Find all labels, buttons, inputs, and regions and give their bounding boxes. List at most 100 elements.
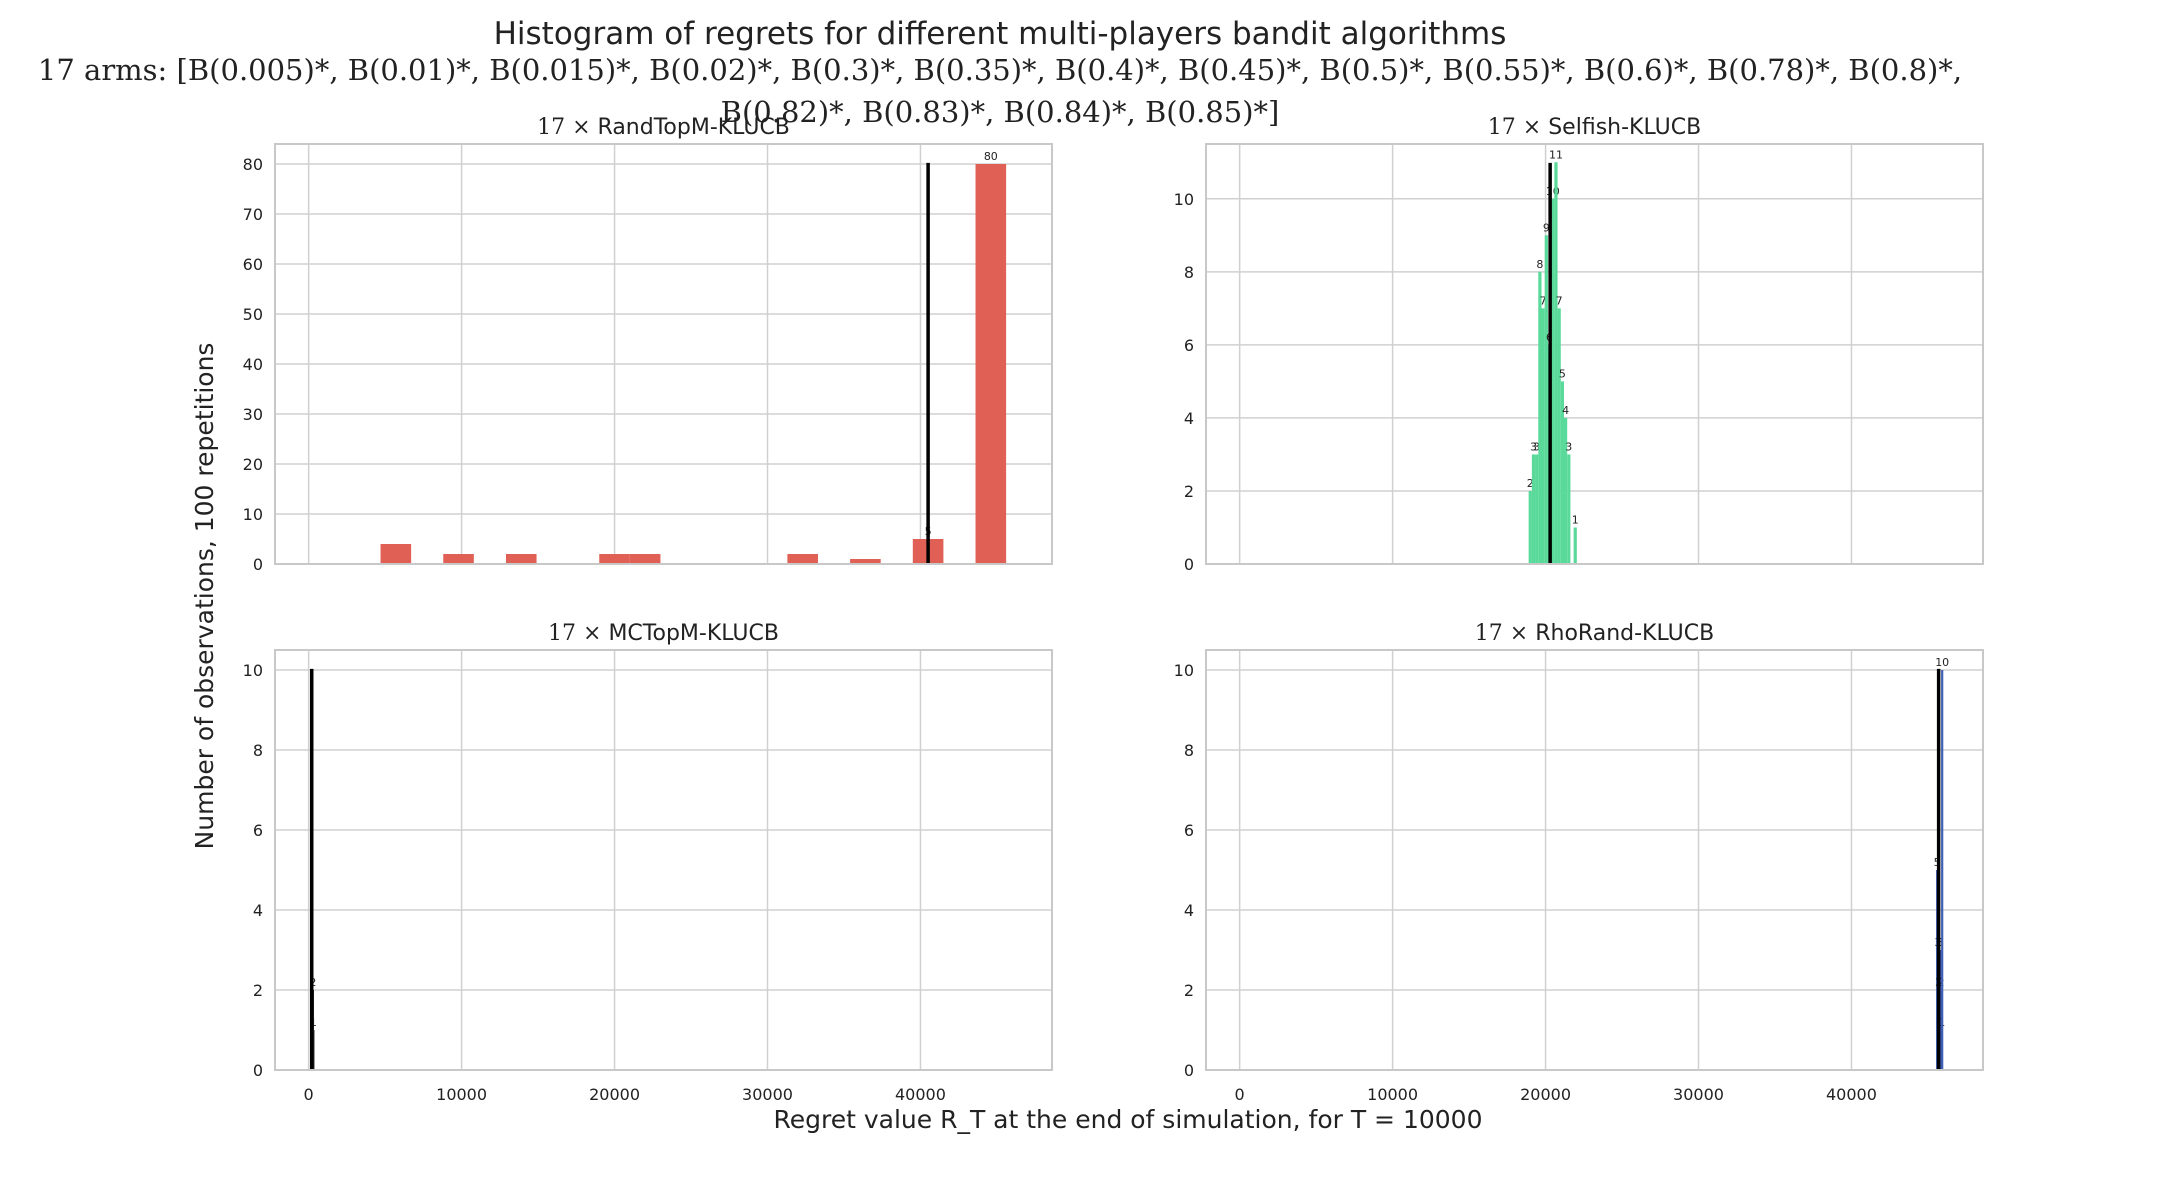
y-tick-label: 0	[1184, 1061, 1194, 1080]
x-tick-label: 20000	[1520, 1085, 1571, 1104]
subplot-title: 17 × RandTopM-KLUCB	[537, 115, 790, 140]
y-tick-label: 8	[1184, 263, 1194, 282]
bar-count-label: 10	[1935, 656, 1949, 669]
figure-ylabel: Number of observations, 100 repetitions	[190, 343, 219, 850]
bar-count-label: 10	[1546, 185, 1560, 198]
y-tick-label: 4	[253, 901, 263, 920]
histogram-bar	[505, 554, 537, 564]
x-tick-label: 0	[304, 1085, 314, 1104]
histogram-bar	[1551, 198, 1555, 565]
histogram-bar	[1563, 417, 1568, 564]
bar-count-label: 2	[1527, 477, 1534, 490]
bar-count-label: 2	[1937, 976, 1944, 989]
y-tick-label: 6	[1184, 336, 1194, 355]
subplot-title-name: RandTopM-KLUCB	[598, 115, 790, 140]
subplot-title: 17 × RhoRand-KLUCB	[1475, 621, 1714, 646]
bar-count-label: 4	[1562, 404, 1569, 417]
x-tick-label: 40000	[1826, 1085, 1877, 1104]
y-tick-label: 60	[243, 255, 263, 274]
y-tick-label: 6	[1184, 821, 1194, 840]
figure-title: Histogram of regrets for different multi…	[494, 16, 1507, 52]
y-tick-label: 6	[253, 821, 263, 840]
subplot-3: 21024681001000020000300004000017 × MCTop…	[243, 621, 1053, 1104]
y-tick-label: 0	[1184, 555, 1194, 574]
subplot-title-prefix: 17 ×	[1488, 115, 1548, 140]
y-tick-label: 20	[243, 455, 263, 474]
subplot-title-name: MCTopM-KLUCB	[608, 621, 779, 646]
subplot-title-prefix: 17 ×	[537, 115, 597, 140]
axes-frame	[1205, 143, 1984, 565]
subplot-1: 5800102030405060708017 × RandTopM-KLUCB	[243, 115, 1053, 574]
subplot-title-prefix: 17 ×	[548, 621, 608, 646]
x-tick-label: 30000	[742, 1085, 793, 1104]
histogram-bar	[975, 164, 1007, 564]
histogram-bar	[1535, 454, 1539, 564]
bar-count-label: 5	[1559, 367, 1566, 380]
bar-count-label: 80	[984, 150, 998, 163]
figure-xlabel: Regret value R_T at the end of simulatio…	[774, 1105, 1483, 1134]
histogram-bar	[1941, 670, 1944, 1070]
bar-count-label: 3	[1565, 440, 1572, 453]
x-tick-label: 10000	[436, 1085, 487, 1104]
y-tick-label: 0	[253, 555, 263, 574]
histogram-bar	[787, 554, 818, 564]
bar-count-label: 7	[1556, 294, 1563, 307]
x-tick-label: 30000	[1673, 1085, 1724, 1104]
histogram-bar	[1567, 454, 1571, 564]
histogram-bar	[380, 544, 412, 564]
subplot-4: 532132110024681001000020000300004000017 …	[1174, 621, 1984, 1104]
bar-count-label: 7	[1540, 294, 1547, 307]
y-tick-label: 2	[1184, 981, 1194, 1000]
y-tick-label: 70	[243, 205, 263, 224]
axes-frame	[1205, 649, 1984, 1071]
figure-subtitle-line1: 17 arms: [B(0.005)*, B(0.01)*, B(0.015)*…	[38, 53, 1962, 87]
y-tick-label: 30	[243, 405, 263, 424]
y-tick-label: 0	[253, 1061, 263, 1080]
histogram-bar	[629, 554, 661, 564]
subplot-2: 2338796101175431024681017 × Selfish-KLUC…	[1174, 115, 1984, 574]
histogram-bar	[1573, 527, 1577, 564]
subplot-title: 17 × MCTopM-KLUCB	[548, 621, 779, 646]
histogram-bar	[599, 554, 630, 564]
y-tick-label: 8	[1184, 741, 1194, 760]
subplot-panels: 5800102030405060708017 × RandTopM-KLUCB2…	[243, 115, 1984, 1104]
x-tick-label: 10000	[1367, 1085, 1418, 1104]
x-tick-label: 0	[1235, 1085, 1245, 1104]
subplot-title: 17 × Selfish-KLUCB	[1488, 115, 1701, 140]
figure-subtitle-line2: B(0.82)*, B(0.83)*, B(0.84)*, B(0.85)*]	[721, 95, 1280, 129]
y-tick-label: 40	[243, 355, 263, 374]
y-tick-label: 10	[243, 505, 263, 524]
y-tick-label: 2	[1184, 482, 1194, 501]
subplot-title-prefix: 17 ×	[1475, 621, 1535, 646]
histogram-bar	[1531, 454, 1536, 564]
y-tick-label: 50	[243, 305, 263, 324]
histogram-bar	[1560, 381, 1564, 564]
histogram-bar	[850, 559, 881, 564]
histogram-bar	[1554, 162, 1558, 564]
y-tick-label: 8	[253, 741, 263, 760]
histogram-bar	[1528, 490, 1532, 564]
bar-count-label: 9	[1543, 221, 1550, 234]
histogram-bar	[1538, 271, 1542, 564]
y-tick-label: 2	[253, 981, 263, 1000]
bar-count-label: 11	[1549, 148, 1563, 161]
bar-count-label: 3	[1533, 440, 1540, 453]
bar-count-label: 1	[1572, 513, 1579, 526]
y-tick-label: 80	[243, 155, 263, 174]
x-tick-label: 20000	[589, 1085, 640, 1104]
subplot-title-name: Selfish-KLUCB	[1548, 115, 1701, 140]
y-tick-label: 4	[1184, 901, 1194, 920]
y-tick-label: 10	[1174, 661, 1194, 680]
histogram-bar	[1557, 308, 1561, 564]
histogram-bar	[1541, 308, 1545, 564]
y-tick-label: 10	[1174, 190, 1194, 209]
histogram-bar	[1544, 235, 1548, 564]
axes-frame	[274, 649, 1053, 1071]
x-tick-label: 40000	[895, 1085, 946, 1104]
histogram-bar	[443, 554, 474, 564]
axes-frame	[274, 143, 1053, 565]
bar-count-label: 3	[1530, 440, 1537, 453]
bar-count-label: 8	[1536, 258, 1543, 271]
y-tick-label: 10	[243, 661, 263, 680]
